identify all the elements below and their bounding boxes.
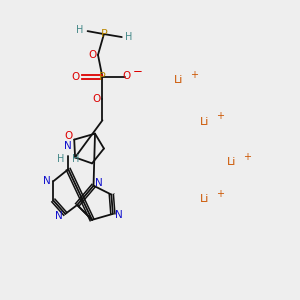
- Text: Li: Li: [173, 75, 183, 85]
- Text: O: O: [88, 50, 96, 60]
- Text: Li: Li: [200, 194, 210, 204]
- Text: Li: Li: [227, 157, 236, 167]
- Text: H: H: [124, 32, 132, 42]
- Text: N: N: [56, 211, 63, 221]
- Text: P: P: [100, 29, 107, 39]
- Text: +: +: [190, 70, 198, 80]
- Text: −: −: [132, 65, 142, 78]
- Text: N: N: [95, 178, 103, 188]
- Text: H: H: [76, 25, 84, 35]
- Text: O: O: [122, 71, 130, 81]
- Text: N: N: [64, 141, 72, 152]
- Text: H: H: [57, 154, 64, 164]
- Text: Li: Li: [200, 117, 210, 127]
- Text: O: O: [92, 94, 101, 104]
- Text: N: N: [43, 176, 51, 186]
- Text: N: N: [115, 210, 123, 220]
- Text: +: +: [216, 189, 224, 199]
- Text: O: O: [72, 72, 80, 82]
- Text: +: +: [243, 152, 251, 161]
- Text: O: O: [65, 131, 73, 141]
- Text: N: N: [114, 193, 115, 194]
- Text: P: P: [99, 72, 106, 82]
- Text: H: H: [72, 154, 80, 164]
- Text: +: +: [216, 111, 224, 122]
